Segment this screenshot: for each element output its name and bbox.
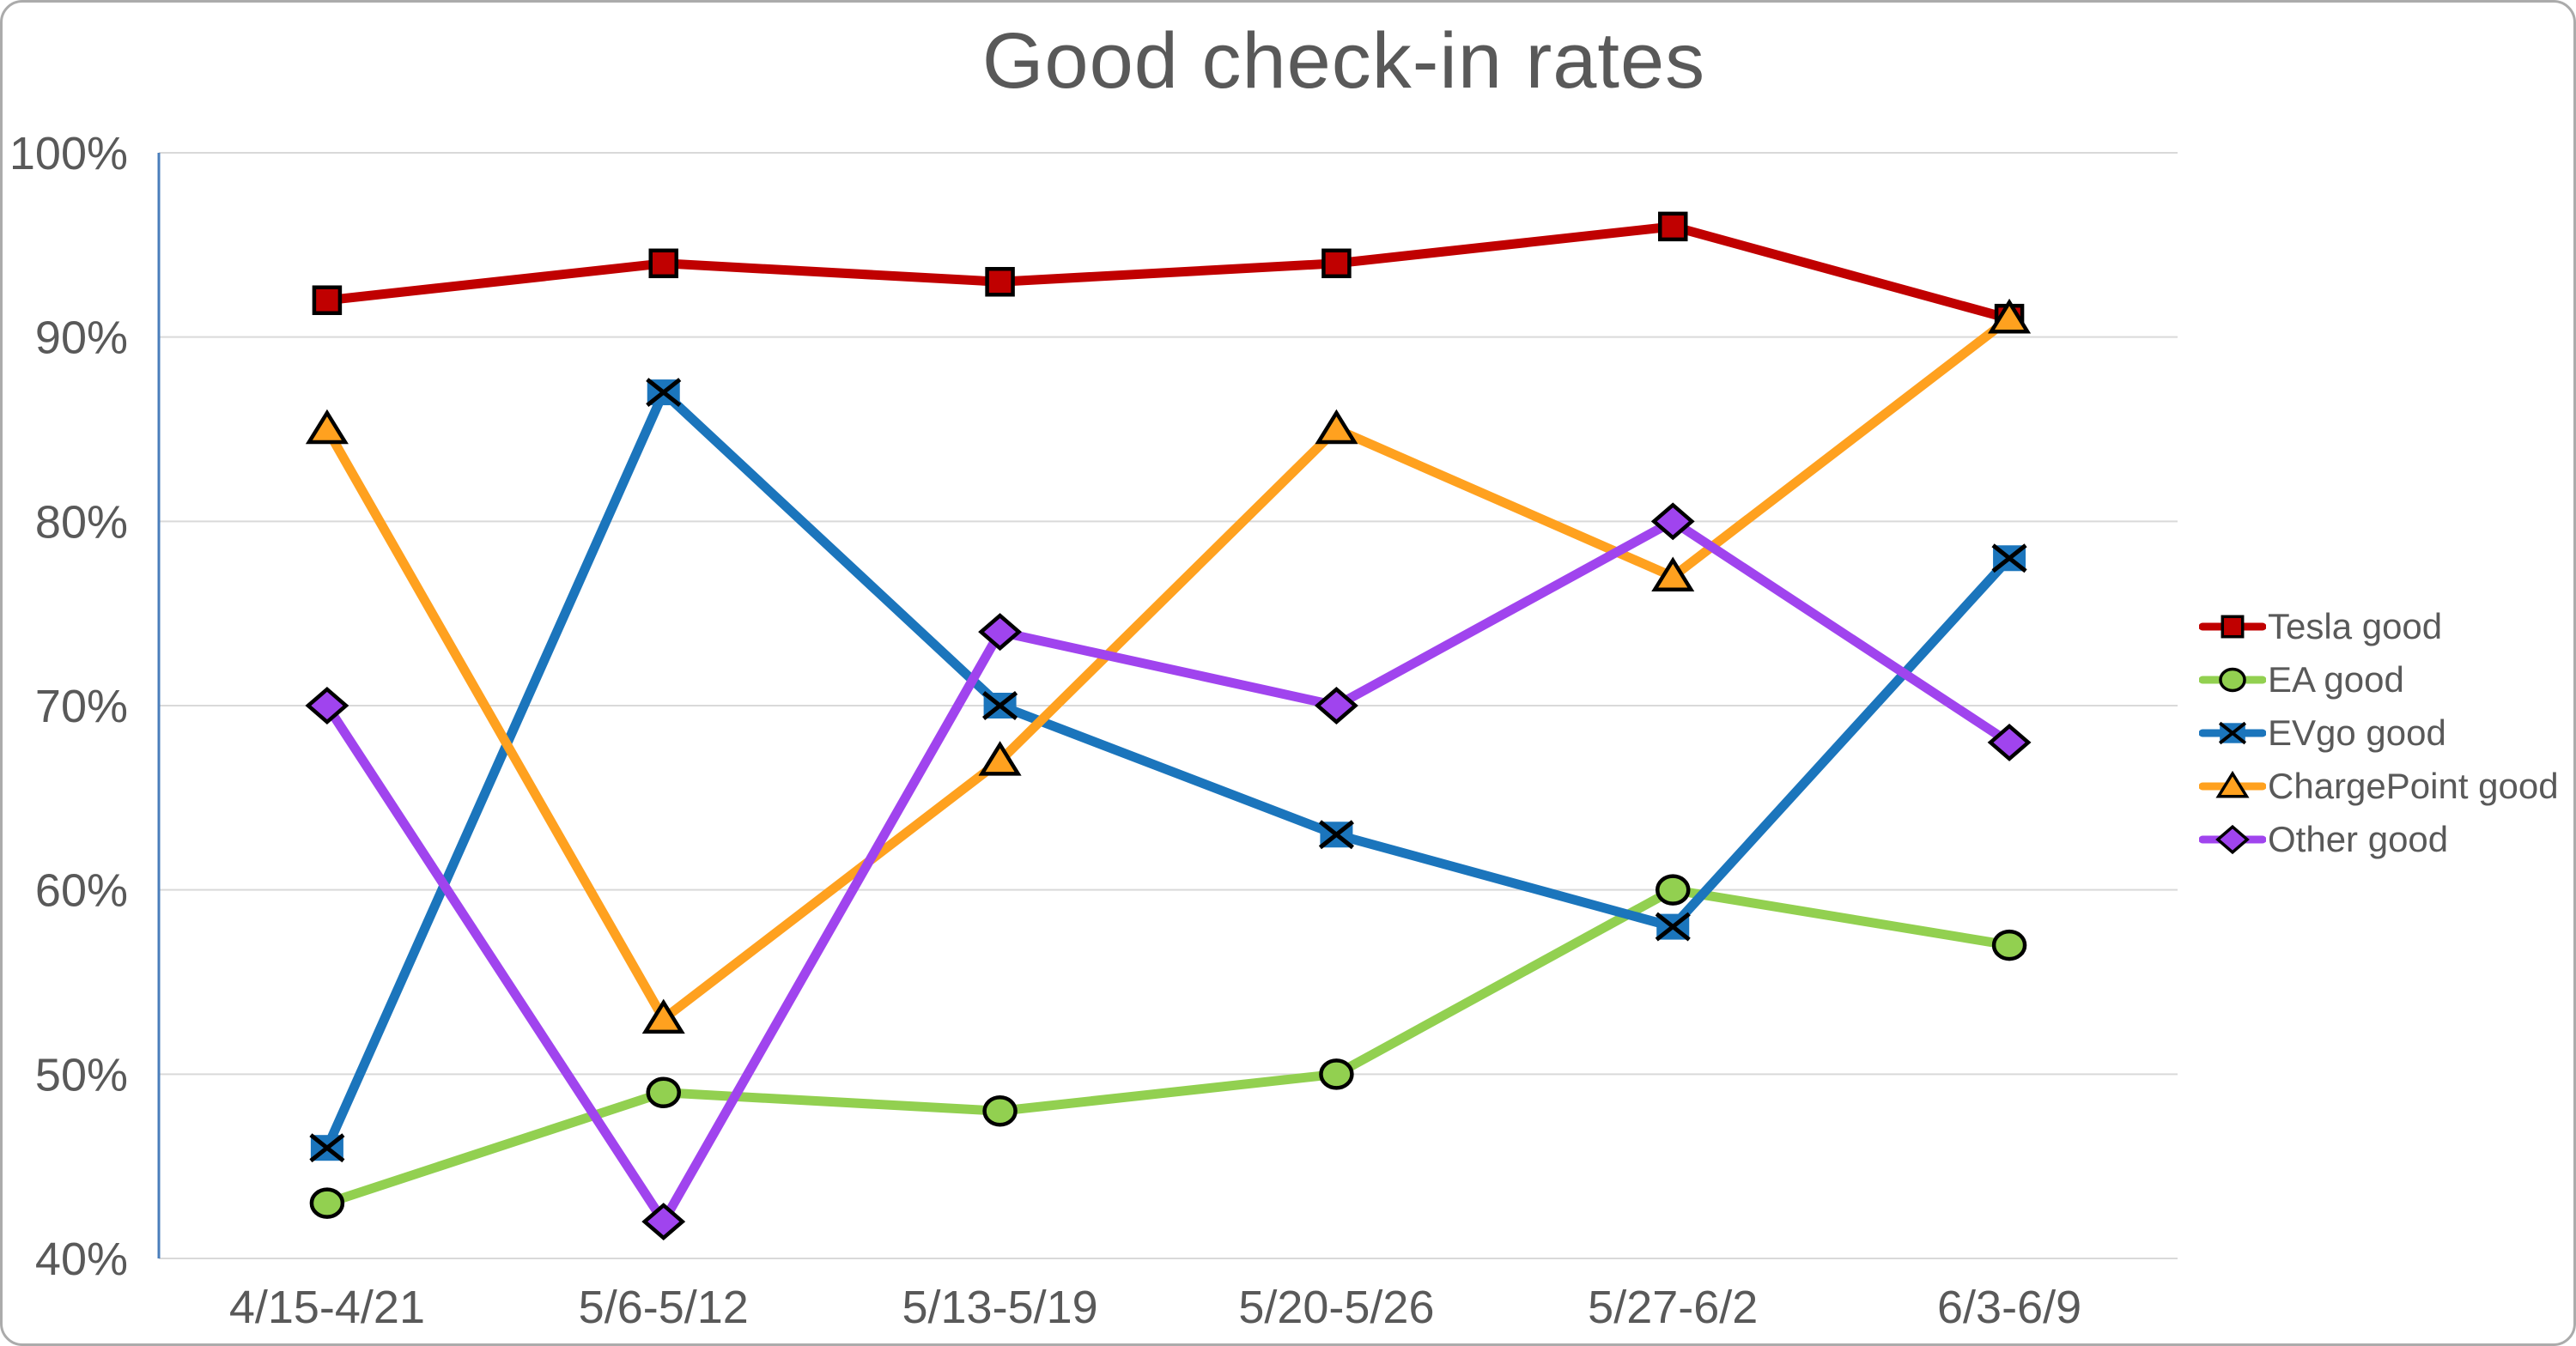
- x-square-marker: [1318, 820, 1354, 850]
- circle-marker: [309, 1187, 345, 1219]
- series-line: [322, 221, 2014, 324]
- legend-label: Tesla good: [2268, 606, 2443, 646]
- diamond-marker: [1650, 502, 1695, 541]
- series-other-good: [305, 502, 2032, 1241]
- circle-marker: [1656, 874, 1691, 906]
- diamond-marker: [1987, 723, 2032, 761]
- diamond-marker: [1314, 687, 1358, 725]
- legend-label: ChargePoint good: [2268, 766, 2559, 806]
- series-tesla-good: [312, 211, 2025, 334]
- y-tick-label: 40%: [35, 1234, 128, 1285]
- x-tick-label: 5/13-5/19: [902, 1282, 1097, 1333]
- triangle-icon: [2199, 770, 2266, 798]
- circle-icon: [2199, 667, 2266, 693]
- legend-item-chargepoint-good: ChargePoint good: [2199, 760, 2559, 813]
- series-line: [322, 313, 2014, 1024]
- legend-item-evgo-good: EVgo good: [2199, 706, 2559, 760]
- legend-item-other-good: Other good: [2199, 813, 2559, 866]
- x-square-marker: [1655, 912, 1691, 942]
- y-tick-label: 60%: [35, 865, 128, 917]
- legend: Tesla good EA good EVgo good ChargePoint go…: [2199, 600, 2559, 866]
- x-tick-label: 4/15-4/21: [229, 1282, 425, 1333]
- series-evgo-good: [309, 378, 2027, 1163]
- series-line: [322, 387, 2014, 1153]
- diamond-marker: [978, 613, 1023, 652]
- square-marker: [985, 267, 1015, 297]
- series-chargepoint-good: [305, 298, 2032, 1034]
- series-ea-good: [309, 874, 2027, 1219]
- x-tick-label: 5/6-5/12: [579, 1282, 749, 1333]
- square-marker: [1658, 211, 1688, 242]
- circle-marker: [982, 1095, 1018, 1127]
- triangle-marker: [1651, 556, 1695, 591]
- legend-item-ea-good: EA good: [2199, 653, 2559, 706]
- x-square-marker: [646, 378, 682, 408]
- x-square-icon: [2199, 721, 2266, 745]
- legend-label: EVgo good: [2268, 712, 2446, 753]
- x-square-marker: [1991, 543, 2027, 573]
- circle-marker: [1319, 1058, 1354, 1090]
- y-tick-label: 50%: [35, 1049, 128, 1100]
- triangle-marker: [1315, 409, 1358, 445]
- square-icon: [2199, 615, 2266, 639]
- triangle-marker: [1988, 298, 2032, 334]
- series-line: [322, 885, 2014, 1209]
- y-tick-label: 80%: [35, 496, 128, 548]
- y-tick-label: 70%: [35, 681, 128, 732]
- series-line: [322, 516, 2014, 1227]
- x-tick-label: 6/3-6/9: [1937, 1282, 2081, 1333]
- diamond-marker: [305, 687, 349, 725]
- x-tick-label: 5/27-6/2: [1588, 1282, 1758, 1333]
- square-marker: [312, 285, 343, 315]
- diamond-marker: [641, 1203, 686, 1241]
- legend-label: Other good: [2268, 819, 2449, 859]
- triangle-marker: [978, 741, 1022, 776]
- square-marker: [648, 248, 678, 279]
- y-tick-label: 100%: [9, 128, 128, 179]
- x-square-marker: [309, 1133, 345, 1163]
- triangle-marker: [641, 998, 685, 1034]
- circle-marker: [646, 1076, 681, 1109]
- legend-item-tesla-good: Tesla good: [2199, 600, 2559, 653]
- plot-area: 40% 50% 60% 70% 80% 90% 100% 4/15-4/21 5/6-5/12 5…: [9, 128, 2178, 1333]
- legend-label: EA good: [2268, 659, 2404, 700]
- circle-marker: [1991, 929, 2027, 961]
- y-tick-label: 90%: [35, 312, 128, 364]
- square-marker: [1321, 248, 1352, 279]
- chart-title: Good check-in rates: [981, 17, 1706, 105]
- x-tick-label: 5/20-5/26: [1238, 1282, 1434, 1333]
- triangle-marker: [305, 409, 349, 445]
- diamond-icon: [2199, 824, 2266, 855]
- x-square-marker: [982, 691, 1018, 720]
